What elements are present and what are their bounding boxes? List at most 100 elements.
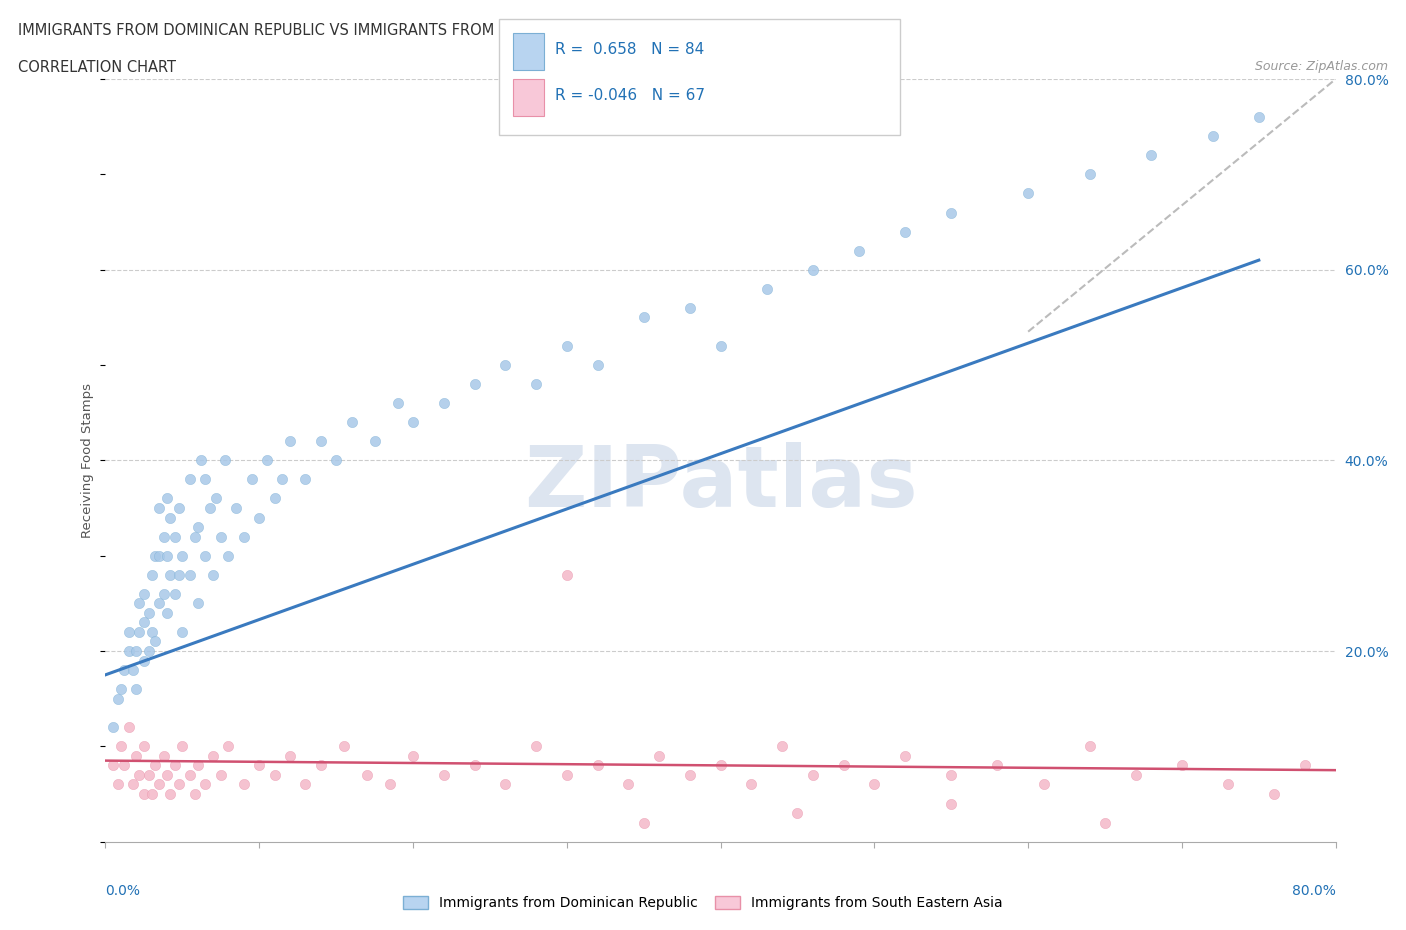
Point bbox=[163, 529, 186, 544]
Point bbox=[107, 691, 129, 706]
Point bbox=[122, 777, 145, 792]
Point bbox=[163, 758, 186, 773]
Point bbox=[153, 529, 176, 544]
Text: 0.0%: 0.0% bbox=[105, 884, 141, 897]
Text: CORRELATION CHART: CORRELATION CHART bbox=[18, 60, 176, 75]
Text: 80.0%: 80.0% bbox=[1292, 884, 1336, 897]
Point bbox=[112, 758, 135, 773]
Point bbox=[156, 767, 179, 782]
Point bbox=[169, 500, 191, 515]
Point bbox=[194, 549, 217, 564]
Point bbox=[1201, 129, 1223, 144]
Point bbox=[387, 396, 409, 411]
Point bbox=[187, 596, 209, 611]
Point bbox=[710, 339, 733, 353]
Point bbox=[894, 224, 917, 239]
Point bbox=[294, 777, 316, 792]
Point bbox=[110, 738, 132, 753]
Point bbox=[159, 567, 181, 582]
Point bbox=[679, 767, 702, 782]
Point bbox=[179, 472, 201, 487]
Point bbox=[163, 587, 186, 602]
Point bbox=[1294, 758, 1316, 773]
Point bbox=[209, 767, 232, 782]
Point bbox=[159, 511, 181, 525]
Point bbox=[247, 758, 270, 773]
Point bbox=[132, 615, 155, 630]
Point bbox=[101, 720, 124, 735]
Point bbox=[179, 567, 201, 582]
Point bbox=[1078, 167, 1101, 182]
Point bbox=[143, 758, 166, 773]
Point bbox=[218, 549, 240, 564]
Point bbox=[125, 644, 148, 658]
Point bbox=[1017, 186, 1039, 201]
Point bbox=[433, 396, 456, 411]
Point bbox=[132, 738, 155, 753]
Point bbox=[132, 587, 155, 602]
Point bbox=[128, 625, 150, 640]
Point bbox=[117, 720, 139, 735]
Point bbox=[117, 625, 139, 640]
Point bbox=[309, 434, 332, 449]
Point bbox=[740, 777, 762, 792]
Point bbox=[190, 453, 212, 468]
Point bbox=[986, 758, 1008, 773]
Point bbox=[1078, 738, 1101, 753]
Point bbox=[340, 415, 363, 430]
Point bbox=[555, 767, 578, 782]
Point bbox=[132, 787, 155, 802]
Point bbox=[143, 549, 166, 564]
Point bbox=[679, 300, 702, 315]
Point bbox=[159, 787, 181, 802]
Point bbox=[205, 491, 228, 506]
Point bbox=[225, 500, 247, 515]
Point bbox=[832, 758, 855, 773]
Point bbox=[494, 777, 516, 792]
Point bbox=[218, 738, 240, 753]
Point bbox=[187, 758, 209, 773]
Point bbox=[941, 796, 963, 811]
Y-axis label: Receiving Food Stamps: Receiving Food Stamps bbox=[80, 383, 94, 538]
Point bbox=[117, 644, 139, 658]
Point bbox=[402, 749, 425, 764]
Point bbox=[801, 262, 824, 277]
Point bbox=[633, 815, 655, 830]
Point bbox=[169, 777, 191, 792]
Point bbox=[183, 529, 205, 544]
Point bbox=[143, 634, 166, 649]
Point bbox=[586, 758, 609, 773]
Point bbox=[648, 749, 671, 764]
Point bbox=[755, 282, 778, 297]
Point bbox=[132, 653, 155, 668]
Point bbox=[128, 767, 150, 782]
Text: R = -0.046   N = 67: R = -0.046 N = 67 bbox=[555, 88, 706, 103]
Point bbox=[148, 777, 170, 792]
Point bbox=[128, 596, 150, 611]
Point bbox=[172, 738, 194, 753]
Point bbox=[125, 682, 148, 697]
Point bbox=[1216, 777, 1239, 792]
Point bbox=[464, 758, 486, 773]
Point bbox=[232, 777, 254, 792]
Point bbox=[494, 358, 516, 373]
Point bbox=[309, 758, 332, 773]
Point bbox=[202, 567, 225, 582]
Point bbox=[148, 500, 170, 515]
Point bbox=[278, 434, 301, 449]
Point bbox=[1263, 787, 1285, 802]
Point bbox=[156, 491, 179, 506]
Point bbox=[633, 310, 655, 325]
Point bbox=[356, 767, 378, 782]
Point bbox=[138, 605, 160, 620]
Text: IMMIGRANTS FROM DOMINICAN REPUBLIC VS IMMIGRANTS FROM SOUTH EASTERN ASIA RECEIVI: IMMIGRANTS FROM DOMINICAN REPUBLIC VS IM… bbox=[18, 23, 855, 38]
Point bbox=[1171, 758, 1194, 773]
Point bbox=[263, 767, 285, 782]
Point bbox=[179, 767, 201, 782]
Point bbox=[209, 529, 232, 544]
Point bbox=[169, 567, 191, 582]
Point bbox=[786, 805, 808, 820]
Point bbox=[214, 453, 236, 468]
Point bbox=[125, 749, 148, 764]
Point bbox=[172, 625, 194, 640]
